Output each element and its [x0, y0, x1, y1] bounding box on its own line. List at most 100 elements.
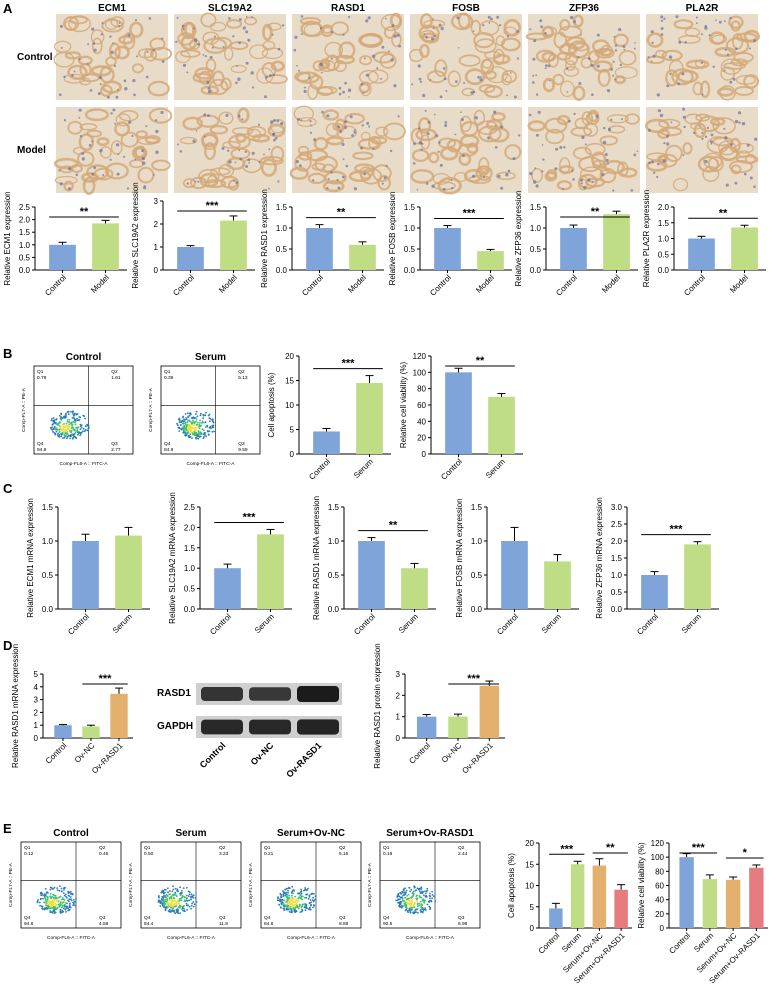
flow-y-axis-label: Comp-FL7-A :: PE-A	[21, 387, 27, 432]
ihc-nucleus	[295, 160, 299, 164]
flow-quadrant-value: 0.12	[24, 851, 34, 857]
ihc-nucleus	[195, 130, 198, 132]
ihc-nucleus	[342, 33, 345, 36]
ihc-nucleus	[277, 180, 280, 183]
ihc-tubule	[104, 17, 119, 30]
flow-event-dot	[79, 428, 82, 430]
flow-event-dot	[58, 428, 61, 431]
flow-event-dot	[40, 892, 43, 895]
flow-event-dot	[404, 896, 406, 899]
y-tick-label: 4	[34, 683, 39, 692]
ihc-tubule	[706, 136, 730, 154]
ihc-tubule	[67, 120, 83, 135]
flow-event-dot	[179, 912, 182, 915]
ihc-nucleus	[112, 108, 116, 112]
flow-event-dot	[182, 422, 184, 425]
flow-event-dot	[291, 885, 294, 888]
ihc-tubule	[332, 123, 345, 131]
flow-event-dot	[63, 903, 66, 906]
flow-event-dot	[73, 433, 75, 436]
flow-event-dot	[286, 908, 289, 911]
flow-event-dot	[176, 422, 178, 425]
flow-event-dot	[291, 911, 293, 914]
ihc-tubule	[574, 117, 590, 130]
flow-event-dot	[407, 893, 410, 896]
flow-event-dot	[188, 423, 191, 426]
ihc-nucleus	[741, 122, 746, 126]
flow-event-dot	[191, 895, 194, 897]
flow-event-dot	[202, 417, 205, 420]
flow-event-dot	[289, 899, 292, 902]
ihc-nucleus	[309, 131, 312, 134]
flow-event-dot	[77, 419, 80, 422]
y-axis-label: Relative RASD1 protein expression	[373, 643, 382, 768]
ihc-nucleus	[433, 35, 436, 38]
ihc-tubule	[661, 49, 683, 62]
ihc-nucleus	[264, 75, 268, 79]
flow-event-dot	[67, 891, 70, 894]
ihc-nucleus	[669, 73, 672, 76]
ihc-tubule	[503, 18, 522, 37]
significance-label: **	[476, 355, 485, 367]
ihc-nucleus	[693, 131, 696, 135]
flow-event-dot	[196, 415, 199, 418]
ihc-nucleus	[390, 58, 394, 62]
ihc-nucleus	[435, 134, 439, 138]
flow-event-dot	[310, 904, 312, 907]
ihc-nucleus	[561, 187, 564, 190]
flow-event-dot	[312, 906, 314, 909]
ihc-tubule	[723, 61, 746, 70]
flow-event-dot	[66, 897, 68, 899]
flow-event-dot	[294, 911, 297, 914]
flow-event-dot	[285, 901, 287, 903]
ihc-tubule	[481, 58, 493, 69]
flow-event-dot	[69, 902, 71, 905]
ihc-tubule	[137, 48, 154, 59]
ihc-nucleus	[110, 112, 113, 115]
ihc-nucleus	[257, 123, 261, 126]
ihc-nucleus	[91, 140, 94, 143]
ihc-nucleus	[134, 158, 137, 161]
ihc-nucleus	[161, 37, 164, 40]
flow-y-axis-label: Comp-FL7-A :: PE-A	[148, 387, 154, 432]
ihc-nucleus	[203, 113, 207, 117]
flow-event-dot	[414, 909, 417, 912]
ihc-tubule	[463, 168, 483, 183]
ihc-nucleus	[280, 122, 284, 126]
flow-event-dot	[49, 901, 52, 903]
flow-event-dot	[62, 892, 65, 894]
x-tick-label: Serum	[680, 612, 703, 635]
flow-event-dot	[307, 887, 309, 890]
flow-event-dot	[181, 890, 183, 892]
ihc-nucleus	[251, 151, 255, 155]
flow-event-dot	[73, 412, 76, 415]
x-tick-label: Ov-RASD1	[460, 741, 495, 776]
flow-event-dot	[160, 891, 163, 894]
flow-event-dot	[68, 430, 71, 432]
ihc-tubule	[699, 80, 711, 98]
ihc-nucleus	[238, 41, 241, 45]
flow-event-dot	[183, 896, 186, 898]
ihc-tubule	[734, 85, 754, 96]
ihc-nucleus	[59, 24, 63, 28]
y-tick-label: 0.0	[276, 266, 288, 275]
flow-plot-frame	[160, 365, 261, 455]
bar	[549, 908, 563, 928]
ihc-nucleus	[437, 150, 440, 153]
ihc-nucleus	[532, 81, 535, 84]
y-axis-label: Relative SLC19A2 expression	[131, 182, 140, 288]
flow-event-dot	[166, 903, 169, 906]
ihc-nucleus	[268, 187, 270, 190]
ihc-nucleus	[607, 162, 609, 165]
flow-event-dot	[58, 431, 61, 433]
ihc-nucleus	[206, 80, 210, 84]
flow-event-dot	[161, 904, 164, 907]
flow-event-dot	[178, 421, 181, 423]
flow-event-dot	[428, 905, 431, 908]
flow-event-dot	[303, 896, 306, 899]
ihc-tubule	[580, 57, 592, 69]
ihc-nucleus	[516, 57, 520, 60]
ihc-nucleus	[734, 181, 738, 185]
